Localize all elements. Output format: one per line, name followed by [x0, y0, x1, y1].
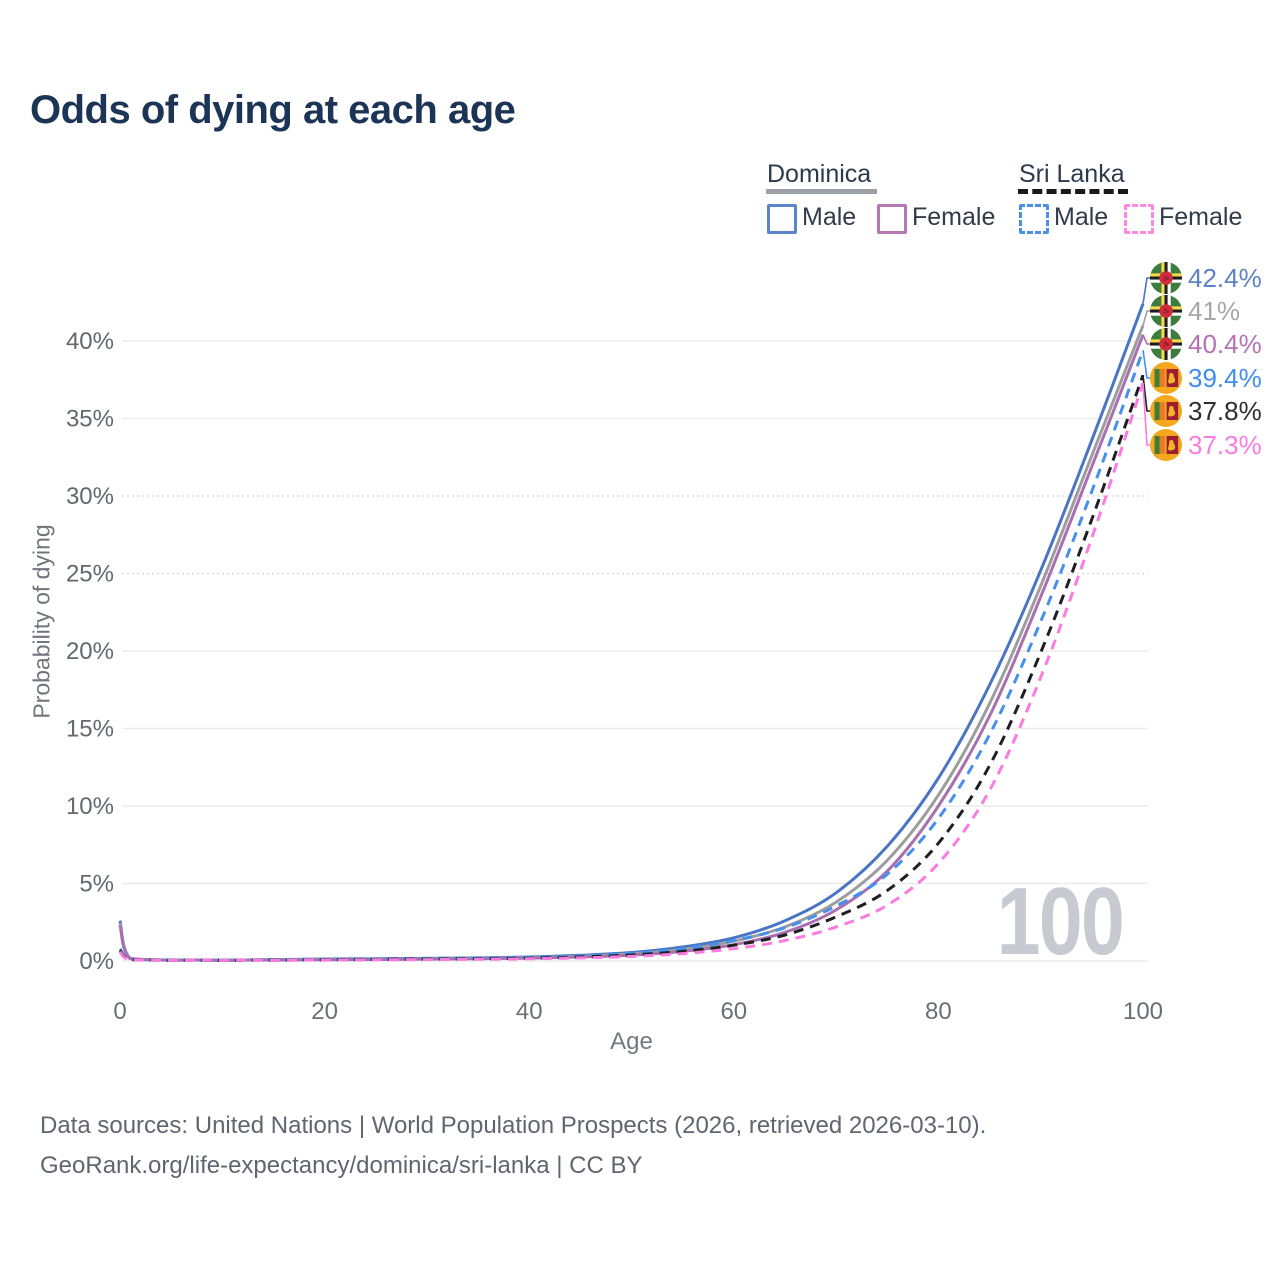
y-tick-label: 40%	[66, 328, 114, 355]
series-line-sri-lanka-both-sexes	[118, 374, 1145, 963]
label-connectors	[1142, 277, 1151, 446]
legend-label-dominica-female[interactable]: Female	[912, 203, 996, 231]
connector-dominica-both-sexes	[1142, 310, 1151, 326]
legend-toggle-sri-lanka-male[interactable]	[1019, 204, 1049, 234]
x-tick-label: 20	[311, 998, 338, 1025]
series-line-sri-lanka-female	[118, 382, 1145, 963]
connector-dominica-male	[1142, 277, 1151, 304]
connector-dominica-female	[1142, 334, 1151, 345]
plot-area: 0% 5% 10% 15% 20% 25% 30% 35% 40% 0 20 40 60 80 100	[66, 277, 1163, 1025]
series-line-dominica-both-sexes	[118, 324, 1145, 962]
legend-group-dominica: Dominica	[767, 160, 872, 188]
x-tick-label: 60	[720, 998, 747, 1025]
footer-line-1: Data sources: United Nations | World Pop…	[40, 1112, 987, 1139]
x-tick-label: 80	[925, 998, 952, 1025]
dominica-flag-icon	[1150, 328, 1182, 360]
legend-toggle-dominica-female[interactable]	[877, 204, 907, 234]
legend-toggle-sri-lanka-female[interactable]	[1124, 204, 1154, 234]
footer-line-2: GeoRank.org/life-expectancy/dominica/sri…	[40, 1152, 643, 1179]
x-tick-label: 100	[1123, 998, 1163, 1025]
legend-label-dominica-male[interactable]: Male	[802, 203, 857, 231]
legend-group-line-sample	[1018, 189, 1128, 194]
sri-lanka-flag	[1149, 394, 1183, 428]
dominica-flag-icon	[1150, 295, 1182, 327]
sri-lanka-flag	[1149, 428, 1183, 462]
end-value-label: 39.4%	[1188, 363, 1262, 393]
y-tick-label: 20%	[66, 638, 114, 665]
series-line-dominica-female	[118, 334, 1145, 962]
page-title: Odds of dying at each age	[30, 88, 516, 132]
age-counter-watermark: 100	[996, 868, 1125, 975]
data-sources-note: Data sources: United Nations | World Pop…	[40, 1106, 986, 1186]
y-tick-label: 10%	[66, 793, 114, 820]
x-tick-label: 0	[113, 998, 126, 1025]
x-axis-title: Age	[610, 1028, 653, 1055]
legend-label-sri-lanka-female[interactable]: Female	[1159, 203, 1243, 231]
dominica-flag	[1149, 327, 1183, 361]
y-tick-label: 35%	[66, 406, 114, 433]
legend-group-sri-lanka: Sri Lanka	[1019, 160, 1125, 188]
legend-toggle-dominica-male[interactable]	[767, 204, 797, 234]
sri-lanka-flag	[1149, 361, 1183, 395]
connector-sri-lanka-both-sexes	[1142, 375, 1151, 412]
series-line-dominica-male	[118, 303, 1145, 962]
connector-sri-lanka-female	[1142, 382, 1151, 446]
dominica-flag-icon	[1150, 262, 1182, 294]
end-value-label: 41%	[1188, 296, 1241, 326]
dominica-flag	[1149, 261, 1183, 295]
y-tick-label: 5%	[79, 871, 114, 898]
legend-label-sri-lanka-male[interactable]: Male	[1054, 203, 1109, 231]
gridlines: 0% 5% 10% 15% 20% 25% 30% 35% 40% 0 20 40 60 80 100	[66, 328, 1163, 1025]
sri-lanka-flag-icon	[1150, 362, 1182, 394]
y-tick-label: 25%	[66, 561, 114, 588]
sri-lanka-flag-icon	[1150, 395, 1182, 427]
y-tick-label: 30%	[66, 483, 114, 510]
end-value-label: 37.8%	[1188, 396, 1262, 426]
y-tick-label: 0%	[79, 948, 114, 975]
y-tick-label: 15%	[66, 716, 114, 743]
end-value-label: 40.4%	[1188, 329, 1262, 359]
end-value-label: 37.3%	[1188, 430, 1262, 460]
connector-sri-lanka-male	[1142, 350, 1151, 379]
end-value-label: 42.4%	[1188, 263, 1262, 293]
series-line-sri-lanka-male	[118, 349, 1145, 962]
sri-lanka-flag-icon	[1150, 429, 1182, 461]
x-tick-label: 40	[516, 998, 543, 1025]
y-axis-title: Probability of dying	[28, 524, 55, 719]
dominica-flag	[1149, 294, 1183, 328]
series-lines	[118, 303, 1145, 963]
legend-group-line-sample	[766, 189, 877, 194]
